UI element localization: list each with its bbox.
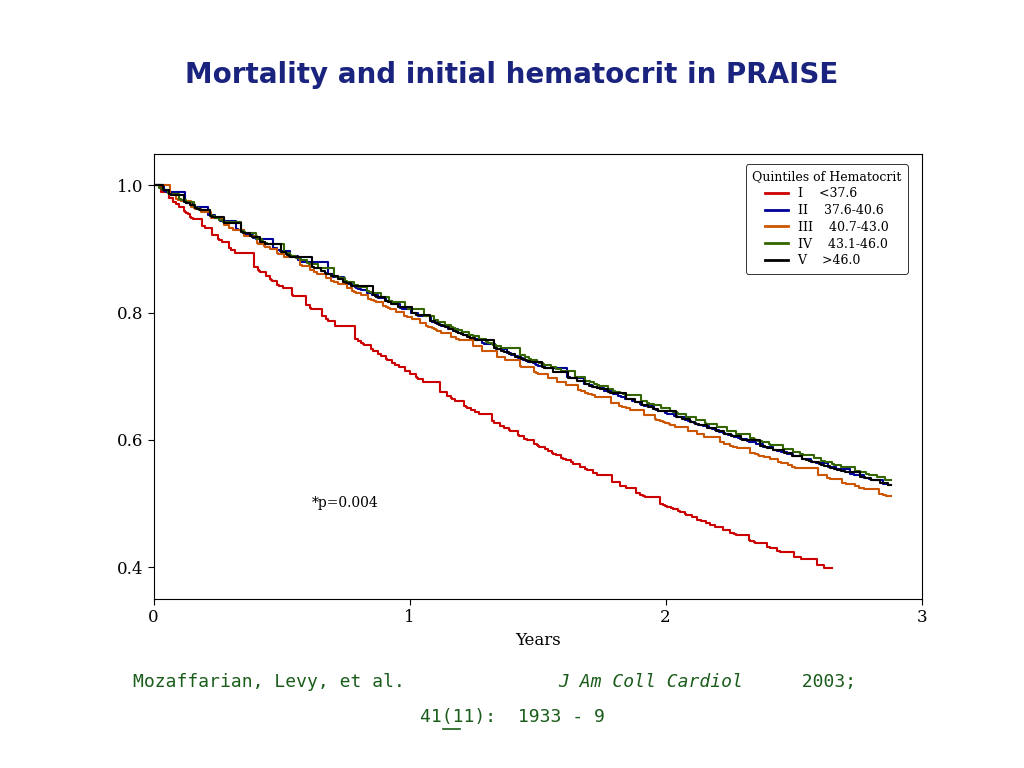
- Text: 2003;: 2003;: [780, 674, 856, 691]
- Text: Mozaffarian, Levy, et al.: Mozaffarian, Levy, et al.: [133, 674, 427, 691]
- Text: *p=0.004: *p=0.004: [312, 496, 379, 510]
- Text: Mortality and initial hematocrit in PRAISE: Mortality and initial hematocrit in PRAI…: [185, 61, 839, 89]
- Text: J Am Coll Cardiol: J Am Coll Cardiol: [558, 674, 743, 691]
- X-axis label: Years: Years: [515, 632, 560, 649]
- Legend: I    <37.6, II    37.6-40.6, III    40.7-43.0, IV    43.1-46.0, V    >46.0: I <37.6, II 37.6-40.6, III 40.7-43.0, IV…: [745, 164, 907, 273]
- Text: 41(11):  1933 - 9: 41(11): 1933 - 9: [420, 708, 604, 726]
